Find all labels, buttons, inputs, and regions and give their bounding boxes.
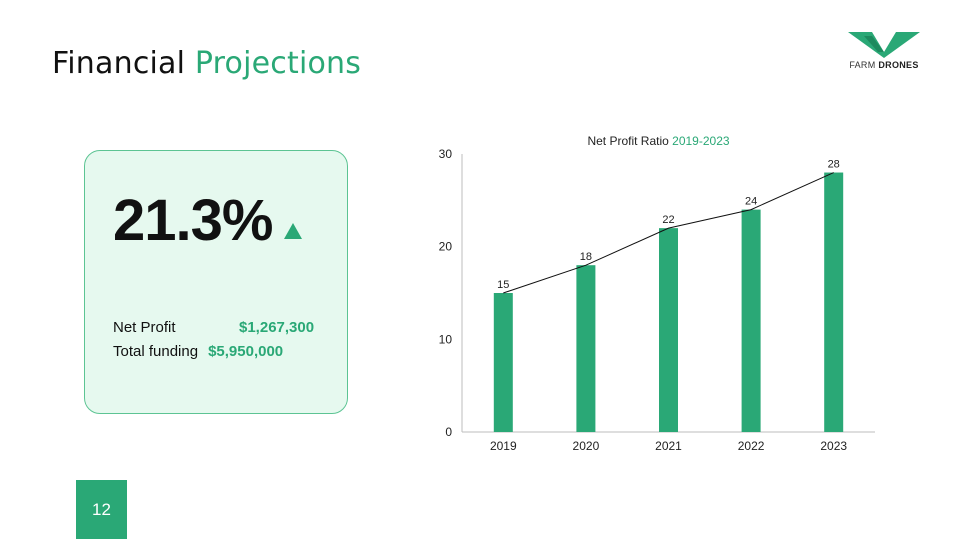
page-title-accent: Projections xyxy=(194,46,362,81)
bar xyxy=(659,228,678,432)
data-label: 22 xyxy=(662,214,674,226)
page-title-main: Financial xyxy=(52,46,186,81)
bar xyxy=(741,209,761,432)
net-profit-chart: Net Profit Ratio 2019-2023 0 10 20 30 15 18 22 2… xyxy=(420,128,890,458)
x-tick-label: 2019 xyxy=(490,439,517,453)
up-triangle-icon xyxy=(284,223,302,239)
chart-title-highlight: 2019-2023 xyxy=(672,134,730,148)
y-tick-label: 10 xyxy=(439,332,453,346)
funding-label: Total funding xyxy=(113,343,199,360)
funding-row: Total funding $5,950,000 xyxy=(113,342,283,362)
bar xyxy=(493,293,513,432)
logo-text: FARM DRONES xyxy=(842,60,926,71)
data-label: 24 xyxy=(745,196,757,208)
chart-svg: Net Profit Ratio 2019-2023 0 10 20 30 15 18 22 2… xyxy=(439,134,875,453)
y-tick-label: 30 xyxy=(439,147,453,161)
page-title: Financial Projections xyxy=(52,44,361,84)
y-tick-label: 20 xyxy=(439,240,453,254)
series-line xyxy=(503,172,834,294)
funding-value: $5,950,000 xyxy=(208,343,284,360)
x-tick-label: 2020 xyxy=(573,439,600,453)
data-label: 28 xyxy=(828,159,840,171)
data-label: 15 xyxy=(497,279,509,291)
logo-text-light: FARM xyxy=(849,60,876,70)
data-label: 18 xyxy=(580,251,592,263)
x-tick-label: 2023 xyxy=(820,439,847,453)
x-tick-label: 2022 xyxy=(738,439,765,453)
net-profit-row: Net Profit $1,267,300 xyxy=(113,318,314,338)
bar xyxy=(576,265,596,432)
chart-title: Net Profit Ratio 2019-2023 xyxy=(587,134,729,148)
bar xyxy=(824,172,844,432)
x-tick-label: 2021 xyxy=(655,439,682,453)
page-number: 12 xyxy=(76,480,127,539)
company-logo: FARM DRONES xyxy=(842,30,926,74)
chart-title-main: Net Profit Ratio xyxy=(587,134,672,148)
drone-logo-icon xyxy=(848,32,920,58)
y-tick-label: 0 xyxy=(445,425,452,439)
kpi-value: 21.3% xyxy=(113,188,273,253)
net-profit-label: Net Profit xyxy=(113,319,176,336)
kpi-card: 21.3% Net Profit $1,267,300 Total fundin… xyxy=(84,150,348,414)
logo-text-bold: DRONES xyxy=(878,60,919,70)
net-profit-value: $1,267,300 xyxy=(239,319,315,336)
